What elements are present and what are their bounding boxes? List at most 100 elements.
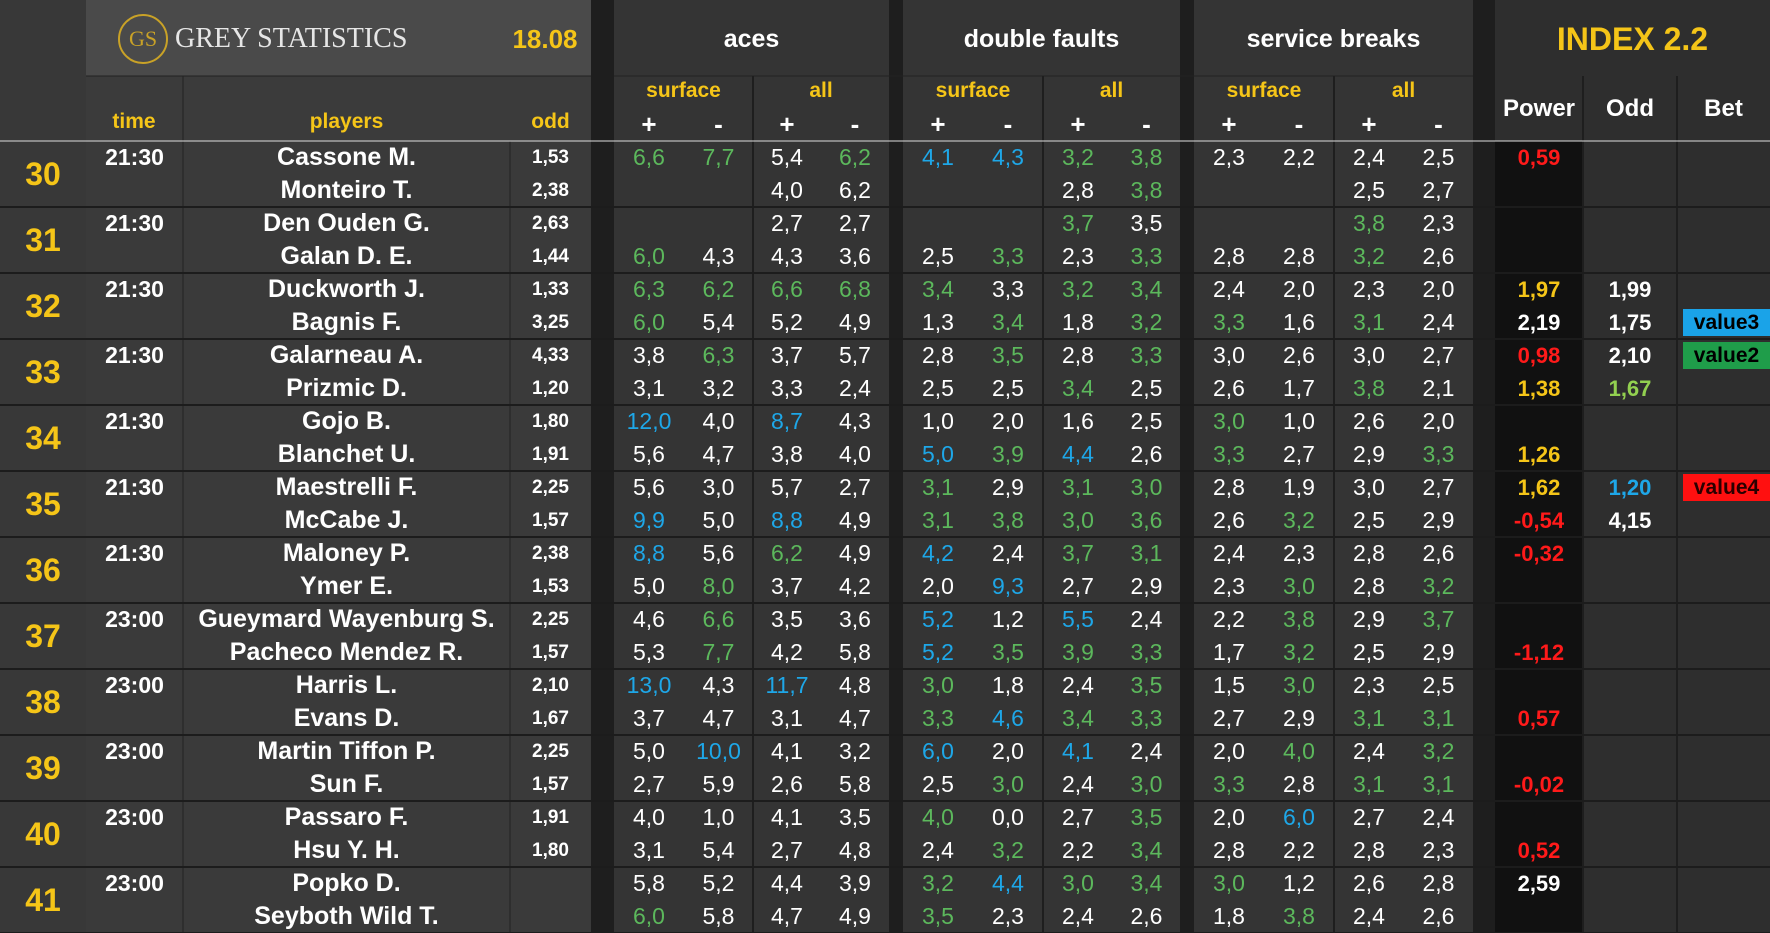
group-title-0: aces xyxy=(723,24,780,53)
stat-value: 4,7 xyxy=(839,705,871,731)
stat-value: 2,8 xyxy=(1353,573,1385,599)
stat-value: 4,1 xyxy=(771,804,803,830)
stat-value: 3,1 xyxy=(1353,309,1385,335)
stat-value: 3,1 xyxy=(1353,705,1385,731)
stat-value: 3,8 xyxy=(1353,210,1385,236)
player-odd: 2,25 xyxy=(532,740,569,762)
stat-value: 2,5 xyxy=(992,375,1024,401)
stat-value: 7,7 xyxy=(702,639,735,665)
stat-value: 2,3 xyxy=(1283,540,1315,566)
background-panel xyxy=(0,0,86,933)
stat-value: 3,0 xyxy=(1353,474,1385,500)
col-time-header: time xyxy=(112,110,156,133)
stat-value: 2,0 xyxy=(992,738,1024,764)
player-odd: 4,33 xyxy=(532,344,569,366)
background-panel xyxy=(903,0,1180,933)
player-odd: 1,57 xyxy=(532,509,569,531)
stat-value: 6,2 xyxy=(771,540,803,566)
stat-value: 6,0 xyxy=(922,738,954,764)
stat-value: 3,2 xyxy=(1062,144,1094,170)
stat-value: 3,1 xyxy=(1062,474,1094,500)
stat-value: 6,2 xyxy=(839,177,871,203)
match-time: 21:30 xyxy=(105,408,164,434)
index-title: INDEX 2.2 xyxy=(1556,20,1709,57)
stat-value: 3,7 xyxy=(1062,540,1094,566)
stat-value: 4,4 xyxy=(992,870,1024,896)
odd2-value: 1,67 xyxy=(1608,375,1652,401)
col-players-header: players xyxy=(309,110,384,133)
player-odd: 1,20 xyxy=(532,377,569,399)
stat-value: 2,8 xyxy=(1422,870,1455,896)
stat-value: 2,6 xyxy=(1283,342,1315,368)
stat-value: 11,7 xyxy=(765,672,809,698)
stat-value: 4,4 xyxy=(771,870,803,896)
odd2-value: 1,75 xyxy=(1608,309,1652,335)
stat-value: 2,0 xyxy=(1283,276,1315,302)
player-name: McCabe J. xyxy=(284,506,409,534)
stat-value: 4,9 xyxy=(839,507,871,533)
stat-value: 4,7 xyxy=(702,705,735,731)
stat-value: 8,8 xyxy=(633,540,665,566)
stat-value: 6,0 xyxy=(1283,804,1315,830)
stat-value: 12,0 xyxy=(626,408,672,434)
stat-value: 2,9 xyxy=(1283,705,1315,731)
stat-value: 3,4 xyxy=(1130,837,1163,863)
power-value: 0,52 xyxy=(1517,837,1561,863)
player-odd: 1,53 xyxy=(532,575,569,597)
stat-value: 2,7 xyxy=(1213,705,1245,731)
stat-value: 3,8 xyxy=(992,507,1024,533)
stat-value: 2,3 xyxy=(1062,243,1094,269)
match-time: 21:30 xyxy=(105,342,164,368)
stat-value: 4,9 xyxy=(839,309,871,335)
stat-value: 6,6 xyxy=(771,276,803,302)
stat-value: 2,9 xyxy=(1353,441,1385,467)
stat-value: 2,7 xyxy=(633,771,665,797)
player-name: Popko D. xyxy=(292,869,401,897)
stat-value: 3,8 xyxy=(1283,903,1315,929)
stat-value: 1,0 xyxy=(1283,408,1315,434)
player-odd: 1,44 xyxy=(532,245,569,267)
stat-value: 2,0 xyxy=(1213,804,1245,830)
subgroup-surface-2: surface xyxy=(1226,79,1302,102)
player-name: Blanchet U. xyxy=(277,440,416,468)
stat-value: 4,0 xyxy=(633,804,665,830)
stat-value: 3,3 xyxy=(1213,441,1245,467)
player-name: Evans D. xyxy=(293,704,400,732)
player-name: Hsu Y. H. xyxy=(293,836,400,864)
stat-value: 2,3 xyxy=(992,903,1024,929)
stat-value: 3,6 xyxy=(839,243,871,269)
power-value: 2,19 xyxy=(1517,309,1561,335)
stat-value: 6,2 xyxy=(839,144,871,170)
match-time: 21:30 xyxy=(105,210,164,236)
player-name: Den Ouden G. xyxy=(263,209,430,237)
stat-value: 2,7 xyxy=(839,210,871,236)
stat-value: 6,6 xyxy=(702,606,735,632)
background-panel xyxy=(86,0,591,76)
sign-header-1: - xyxy=(714,108,723,139)
odd2-value: 1,99 xyxy=(1608,276,1652,302)
power-value: -1,12 xyxy=(1513,639,1565,665)
stat-value: 1,9 xyxy=(1283,474,1315,500)
player-odd: 2,38 xyxy=(532,542,569,564)
stat-value: 5,2 xyxy=(922,639,954,665)
stat-value: 2,0 xyxy=(922,573,954,599)
stat-value: 5,4 xyxy=(771,144,803,170)
stat-value: 3,5 xyxy=(992,639,1024,665)
player-odd: 1,57 xyxy=(532,773,569,795)
stat-value: 2,7 xyxy=(771,837,803,863)
stat-value: 3,2 xyxy=(839,738,871,764)
stat-value: 3,1 xyxy=(633,375,665,401)
stat-value: 3,5 xyxy=(1130,804,1163,830)
stat-value: 3,2 xyxy=(1283,507,1315,533)
match-time: 21:30 xyxy=(105,540,164,566)
match-time: 23:00 xyxy=(105,672,164,698)
sign-header-9: - xyxy=(1294,108,1304,139)
odd2-header: Odd xyxy=(1606,94,1654,122)
stat-value: 3,5 xyxy=(839,804,871,830)
stat-value: 4,0 xyxy=(1283,738,1315,764)
stat-value: 3,0 xyxy=(702,474,735,500)
stat-value: 3,1 xyxy=(771,705,803,731)
power-value: 2,59 xyxy=(1517,870,1561,896)
stat-value: 4,8 xyxy=(839,672,871,698)
